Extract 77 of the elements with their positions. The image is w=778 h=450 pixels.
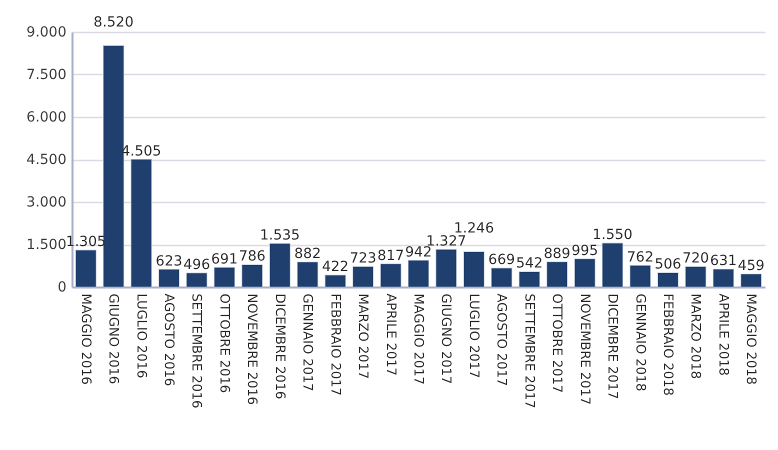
- x-tick-label: GENNAIO 2018: [632, 294, 648, 392]
- x-tick-label: AGOSTO 2016: [161, 294, 176, 386]
- data-label: 506: [654, 256, 682, 273]
- x-tick-label: APRILE 2017: [382, 294, 398, 376]
- data-label: 623: [156, 253, 182, 270]
- bar: [130, 159, 152, 288]
- y-tick-label: 0: [58, 280, 66, 296]
- x-tick-label: GIUGNO 2017: [438, 294, 454, 384]
- data-label: 882: [294, 246, 321, 262]
- y-tick-label: 3.000: [26, 194, 66, 210]
- data-label: 669: [488, 252, 516, 268]
- data-label: 786: [238, 248, 266, 265]
- data-label: 942: [405, 244, 432, 260]
- x-tick-label: OTTOBRE 2016: [216, 294, 232, 393]
- x-tick-label: MARZO 2017: [355, 294, 370, 379]
- data-label: 817: [377, 248, 404, 264]
- data-label: 496: [183, 256, 210, 273]
- bar: [436, 249, 457, 288]
- bar: [685, 266, 706, 288]
- data-label: 631: [710, 253, 737, 270]
- bar: [242, 264, 263, 288]
- data-label: 542: [516, 256, 543, 272]
- x-tick-label: MAGGIO 2017: [410, 294, 426, 385]
- bar: [324, 274, 346, 288]
- y-tick-label: 6.000: [26, 110, 66, 126]
- x-tick-label: LUGLIO 2017: [466, 294, 481, 378]
- bar: [712, 268, 734, 288]
- y-tick-label: 7.500: [26, 67, 66, 83]
- y-tick-label: 4.500: [26, 152, 66, 168]
- bar: [491, 268, 512, 288]
- x-tick-label: LUGLIO 2016: [133, 294, 148, 378]
- x-tick-label: MAGGIO 2018: [743, 294, 758, 385]
- x-tick-label: AGOSTO 2017: [494, 294, 509, 386]
- x-tick-label: NOVEMBRE 2017: [576, 294, 592, 405]
- x-tick-label: APRILE 2018: [715, 294, 730, 376]
- x-tick-label: GENNAIO 2017: [300, 294, 315, 392]
- x-tick-label: NOVEMBRE 2016: [244, 294, 260, 405]
- bar: [602, 242, 624, 288]
- bar: [518, 271, 540, 288]
- x-tick-label: DICEMBRE 2016: [272, 294, 287, 400]
- bar: [657, 272, 679, 288]
- data-label: 723: [350, 250, 376, 267]
- x-tick-label: DICEMBRE 2017: [604, 294, 620, 400]
- x-tick-label: MARZO 2018: [688, 294, 703, 379]
- bar: [574, 258, 596, 288]
- bar: [269, 243, 290, 288]
- bar: [214, 267, 236, 288]
- bar: [352, 266, 374, 288]
- bar: [297, 262, 318, 288]
- bar: [75, 250, 96, 288]
- data-label: 8.520: [94, 14, 134, 31]
- x-tick-label: OTTOBRE 2017: [549, 294, 564, 393]
- bar: [158, 269, 180, 288]
- data-label: 691: [211, 251, 238, 268]
- bar: [546, 262, 568, 288]
- data-label: 720: [682, 250, 710, 267]
- x-tick-label: MAGGIO 2016: [78, 294, 93, 385]
- bar: [740, 274, 762, 288]
- data-label: 762: [626, 249, 654, 266]
- data-label: 1.550: [592, 227, 633, 244]
- data-label: 889: [544, 246, 570, 262]
- y-tick-label: 9.000: [26, 24, 66, 40]
- data-label: 459: [738, 258, 765, 274]
- bar: [463, 251, 484, 288]
- bar: [380, 264, 402, 288]
- bar: [630, 265, 651, 288]
- data-label: 422: [322, 259, 349, 276]
- bar: [408, 260, 430, 288]
- data-label: 995: [571, 242, 598, 259]
- data-label: 1.535: [260, 228, 300, 244]
- x-tick-label: SETTEMBRE 2016: [188, 294, 204, 408]
- x-tick-label: FEBBRAIO 2017: [327, 294, 342, 396]
- bar: [186, 272, 208, 288]
- x-tick-label: GIUGNO 2016: [106, 294, 121, 384]
- y-tick-label: 1.500: [26, 237, 66, 253]
- x-tick-label: SETTEMBRE 2017: [521, 294, 536, 408]
- x-tick-label: FEBBRAIO 2018: [660, 294, 675, 396]
